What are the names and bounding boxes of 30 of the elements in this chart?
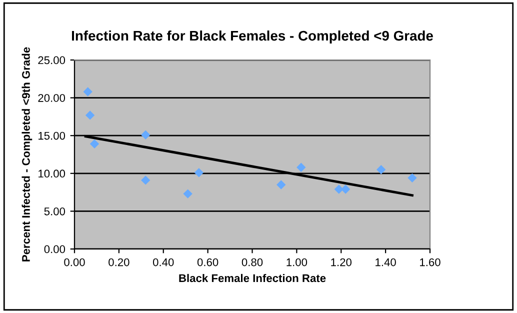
x-tick-label: 1.00 (286, 258, 308, 266)
point (140, 130, 150, 140)
point (296, 162, 306, 172)
y-axis-title: Percent Infected - Completed <9th Grade (22, 47, 32, 262)
point (194, 168, 204, 178)
point (83, 87, 92, 96)
x-tick-label: 1.20 (331, 258, 352, 266)
x-tick-label: 0.00 (64, 258, 85, 266)
y-tick-label: 0.00 (44, 245, 66, 254)
point (183, 189, 192, 198)
point (408, 173, 417, 183)
y-tick-label: 10.00 (38, 170, 66, 178)
x-tick-label: 0.20 (108, 258, 130, 266)
chart-title: Infection Rate for Black Females - Completed <9 Grade (72, 30, 433, 44)
y-tick-label: 5.00 (44, 207, 66, 216)
x-tick-label: 1.40 (376, 258, 396, 266)
point (85, 110, 95, 120)
point (140, 176, 150, 185)
y-tick-label: 20.00 (38, 94, 66, 102)
y-tick-label: 15.00 (38, 132, 66, 140)
point (340, 184, 350, 194)
point (276, 180, 286, 190)
point (376, 165, 386, 174)
x-tick-label: 1.60 (420, 258, 440, 266)
point (90, 139, 100, 149)
x-tick-label: 0.40 (152, 258, 174, 266)
x-tick-label: 0.80 (242, 258, 263, 266)
y-tick-label: 25.00 (38, 56, 66, 64)
x-tick-label: 0.60 (197, 258, 218, 266)
x-axis-title: Black Female Infection Rate (179, 274, 326, 282)
